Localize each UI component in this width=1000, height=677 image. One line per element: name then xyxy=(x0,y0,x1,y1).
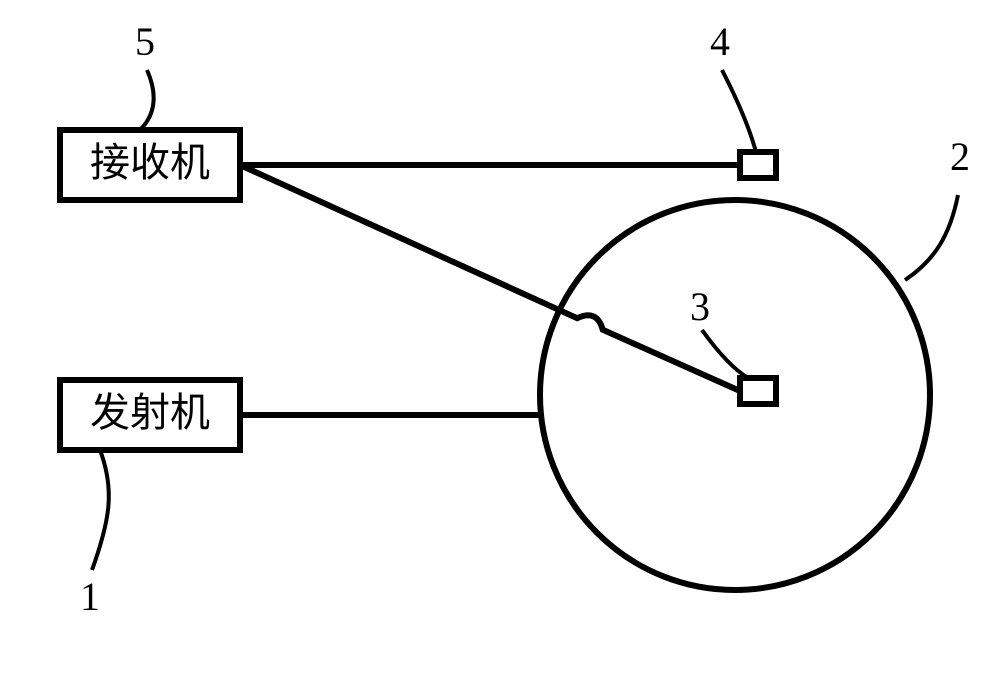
connection-lines xyxy=(240,165,740,415)
transmitter-label: 发射机 xyxy=(90,390,210,435)
sensor-node-4 xyxy=(740,152,776,178)
callout-number: 4 xyxy=(710,19,730,64)
callout-number: 5 xyxy=(135,19,155,64)
connection-line xyxy=(240,165,740,391)
receiver-box: 接收机 xyxy=(60,130,240,200)
callout-leader xyxy=(140,70,154,130)
callout-leader xyxy=(722,70,756,152)
callout-number: 2 xyxy=(950,134,970,179)
callout-leader xyxy=(702,330,748,378)
callout-labels: 1 2 3 4 5 xyxy=(80,19,970,619)
callout-leader xyxy=(92,450,109,570)
sensor-node-3 xyxy=(740,378,776,404)
diagram-canvas: 发射机 接收机 1 2 3 4 5 xyxy=(0,0,1000,677)
callout-number: 3 xyxy=(690,284,710,329)
transmitter-box: 发射机 xyxy=(60,380,240,450)
receiver-label: 接收机 xyxy=(90,140,210,185)
coil-circle xyxy=(540,200,930,590)
callout-leader xyxy=(905,195,958,280)
callout-number: 1 xyxy=(80,574,100,619)
